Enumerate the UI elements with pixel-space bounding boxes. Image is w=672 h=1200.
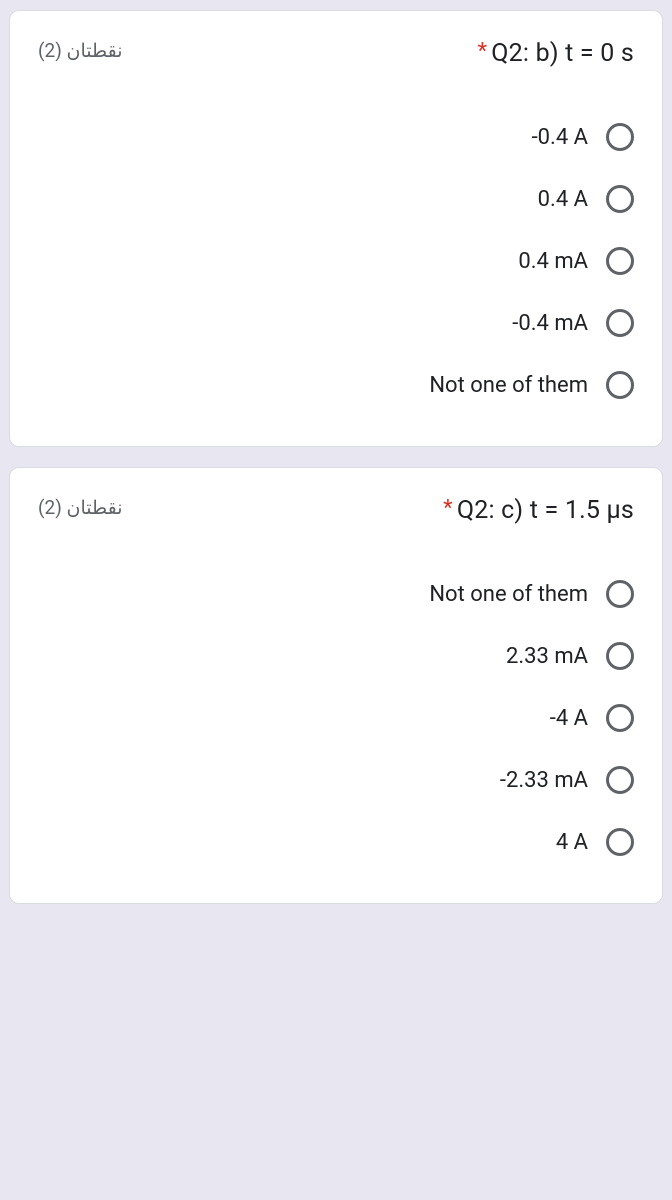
option-row[interactable]: Not one of them bbox=[38, 354, 634, 416]
option-row[interactable]: 4 A bbox=[38, 811, 634, 873]
option-row[interactable]: -0.4 A bbox=[38, 106, 634, 168]
option-row[interactable]: -4 A bbox=[38, 687, 634, 749]
option-row[interactable]: -2.33 mA bbox=[38, 749, 634, 811]
radio-icon[interactable] bbox=[606, 123, 634, 151]
question-title-text: Q2: b) t = 0 s bbox=[491, 39, 634, 68]
question-header: نقطتان (2) *Q2: c) t = 1.5 μs bbox=[38, 496, 634, 525]
required-asterisk: * bbox=[478, 39, 488, 64]
radio-icon[interactable] bbox=[606, 766, 634, 794]
radio-icon[interactable] bbox=[606, 828, 634, 856]
required-asterisk: * bbox=[443, 496, 453, 521]
radio-icon[interactable] bbox=[606, 371, 634, 399]
options-list: Not one of them 2.33 mA -4 A -2.33 mA 4 … bbox=[38, 563, 634, 873]
option-label: 2.33 mA bbox=[506, 644, 588, 669]
option-label: Not one of them bbox=[429, 373, 588, 398]
radio-icon[interactable] bbox=[606, 704, 634, 732]
radio-icon[interactable] bbox=[606, 185, 634, 213]
option-row[interactable]: 0.4 A bbox=[38, 168, 634, 230]
option-row[interactable]: Not one of them bbox=[38, 563, 634, 625]
radio-icon[interactable] bbox=[606, 309, 634, 337]
question-header: نقطتان (2) *Q2: b) t = 0 s bbox=[38, 39, 634, 68]
option-row[interactable]: 2.33 mA bbox=[38, 625, 634, 687]
options-list: -0.4 A 0.4 A 0.4 mA -0.4 mA Not one of t… bbox=[38, 106, 634, 416]
option-label: 0.4 A bbox=[538, 187, 588, 212]
question-title: *Q2: b) t = 0 s bbox=[478, 39, 634, 68]
radio-icon[interactable] bbox=[606, 580, 634, 608]
question-title-text: Q2: c) t = 1.5 μs bbox=[457, 496, 634, 525]
option-label: Not one of them bbox=[429, 582, 588, 607]
points-label: نقطتان (2) bbox=[38, 496, 123, 519]
option-label: -0.4 mA bbox=[512, 311, 588, 336]
points-label: نقطتان (2) bbox=[38, 39, 123, 62]
option-label: -0.4 A bbox=[532, 125, 588, 150]
option-label: -4 A bbox=[550, 706, 588, 731]
question-card-1: نقطتان (2) *Q2: b) t = 0 s -0.4 A 0.4 A … bbox=[9, 10, 663, 447]
question-title: *Q2: c) t = 1.5 μs bbox=[443, 496, 634, 525]
option-label: -2.33 mA bbox=[500, 768, 588, 793]
option-label: 4 A bbox=[556, 830, 588, 855]
radio-icon[interactable] bbox=[606, 642, 634, 670]
question-card-2: نقطتان (2) *Q2: c) t = 1.5 μs Not one of… bbox=[9, 467, 663, 904]
radio-icon[interactable] bbox=[606, 247, 634, 275]
option-label: 0.4 mA bbox=[518, 249, 588, 274]
option-row[interactable]: 0.4 mA bbox=[38, 230, 634, 292]
option-row[interactable]: -0.4 mA bbox=[38, 292, 634, 354]
